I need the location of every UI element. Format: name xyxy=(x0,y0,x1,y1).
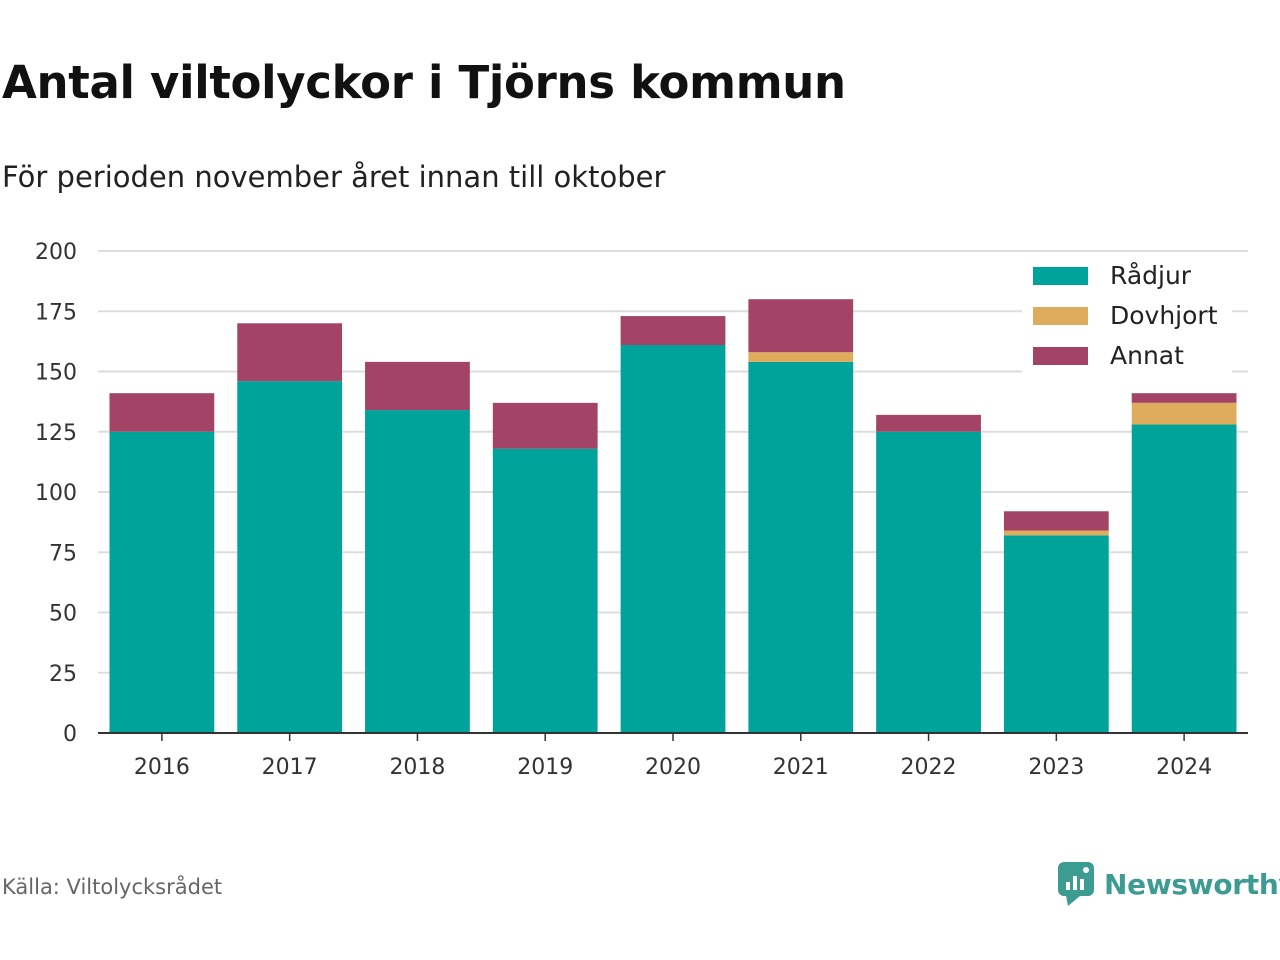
bar-segment xyxy=(620,316,726,345)
chart-title: Antal viltolyckor i Tjörns kommun xyxy=(2,56,846,109)
bar-segment xyxy=(876,414,981,432)
y-tick-label: 25 xyxy=(49,662,77,687)
source-note: Källa: Viltolycksrådet xyxy=(2,875,223,899)
y-tick-label: 200 xyxy=(35,240,77,265)
bar-segment xyxy=(365,361,470,411)
bar-segment xyxy=(365,410,470,733)
bar-segment xyxy=(1003,511,1109,531)
bar-segment xyxy=(237,381,343,733)
x-tick-label: 2024 xyxy=(1156,755,1212,780)
legend-label: Dovhjort xyxy=(1110,301,1218,330)
bar-segment xyxy=(109,431,215,733)
y-tick-label: 100 xyxy=(35,481,77,506)
bar-segment xyxy=(237,323,343,382)
legend-swatch xyxy=(1033,347,1088,365)
bar-segment xyxy=(1131,402,1237,425)
bars xyxy=(109,299,1237,733)
bar-segment xyxy=(492,448,598,733)
brand-name: Newsworthy xyxy=(1104,867,1280,901)
legend: Rådjur Dovhjort Annat xyxy=(1022,256,1232,374)
legend-label: Rådjur xyxy=(1110,261,1192,290)
y-tick-label: 0 xyxy=(63,722,77,747)
bar-segment xyxy=(1131,424,1237,733)
bar-segment xyxy=(492,402,598,449)
y-tick-label: 125 xyxy=(35,421,77,446)
y-tick-label: 50 xyxy=(49,602,77,627)
x-tick-label: 2017 xyxy=(262,755,318,780)
bar-segment xyxy=(109,393,215,432)
x-tick-label: 2019 xyxy=(517,755,573,780)
y-tick-label: 75 xyxy=(49,541,77,566)
x-tick-label: 2016 xyxy=(134,755,190,780)
x-tick-label: 2023 xyxy=(1028,755,1084,780)
y-tick-label: 175 xyxy=(35,300,77,325)
y-axis-ticks: 0 25 50 75 100 125 150 175 200 xyxy=(35,240,77,747)
bar-segment xyxy=(748,361,854,733)
chart-subtitle: För perioden november året innan till ok… xyxy=(2,160,666,194)
bar-segment xyxy=(1003,530,1109,536)
x-tick-label: 2018 xyxy=(389,755,445,780)
bar-segment xyxy=(1003,535,1109,733)
legend-label: Annat xyxy=(1110,341,1184,370)
y-tick-label: 150 xyxy=(35,361,77,386)
x-tick-label: 2021 xyxy=(773,755,829,780)
x-tick-label: 2022 xyxy=(901,755,957,780)
x-axis-ticks: 2016 2017 2018 2019 2020 2021 2022 2023 2024 xyxy=(134,733,1212,780)
brand-logo: Newsworthy xyxy=(1058,862,1280,906)
legend-swatch xyxy=(1033,267,1088,285)
x-tick-label: 2020 xyxy=(645,755,701,780)
bar-segment xyxy=(748,299,854,353)
bar-segment xyxy=(620,344,726,733)
bar-segment xyxy=(748,352,854,362)
legend-swatch xyxy=(1033,307,1088,325)
bar-segment xyxy=(1131,393,1237,403)
newsworthy-logo-icon xyxy=(1058,862,1094,906)
bar-segment xyxy=(876,431,981,733)
